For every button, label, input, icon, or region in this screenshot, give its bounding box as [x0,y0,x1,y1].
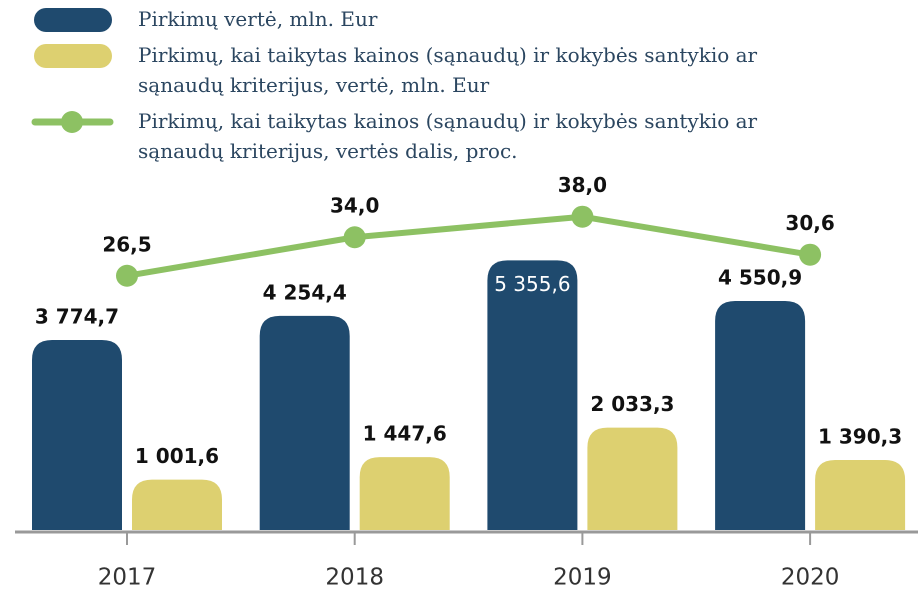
line-point [799,243,822,266]
value-label: 1 001,6 [135,444,219,468]
value-label: 4 550,9 [718,265,802,289]
bar [487,260,578,530]
value-label: 1 390,3 [818,425,902,449]
value-label: 5 355,6 [494,272,570,296]
x-tick-label: 2020 [781,565,840,590]
x-tick-label: 2018 [325,565,384,590]
legend-label: Pirkimų vertė, mln. Eur [138,7,378,31]
value-label: 3 774,7 [35,305,119,329]
value-label: 38,0 [558,173,607,197]
value-label: 26,5 [102,232,151,256]
bar [259,315,350,530]
line-point [571,205,594,228]
value-label: 1 447,6 [363,422,447,446]
x-tick-label: 2019 [553,565,612,590]
x-tick-label: 2017 [98,565,157,590]
legend-label: Pirkimų, kai taikytas kainos (sąnaudų) i… [138,109,758,163]
legend-item: Pirkimų, kai taikytas kainos (sąnaudų) i… [0,40,918,100]
legend: Pirkimų vertė, mln. Eur Pirkimų, kai taik… [0,4,918,172]
line [126,213,811,279]
legend-marker [31,111,114,133]
legend-item: Pirkimų vertė, mln. Eur [0,4,918,34]
legend-swatch [34,8,112,32]
bar [132,479,222,530]
legend-dot [61,111,83,133]
value-label: 2 033,3 [590,392,674,416]
bar [815,460,906,530]
value-label: 30,6 [785,211,834,235]
legend-item: Pirkimų, kai taikytas kainos (sąnaudų) i… [0,106,918,166]
value-label: 34,0 [330,194,379,218]
bar [32,340,122,530]
bar [715,300,806,530]
bar [587,427,678,530]
legend-marker [34,8,112,32]
legend-swatch [34,44,112,68]
legend-label: Pirkimų, kai taikytas kainos (sąnaudų) i… [138,43,758,97]
bar [359,457,450,530]
line-point [116,264,138,287]
value-label: 4 254,4 [263,280,347,304]
legend-marker [34,44,112,68]
line-point [343,226,366,249]
